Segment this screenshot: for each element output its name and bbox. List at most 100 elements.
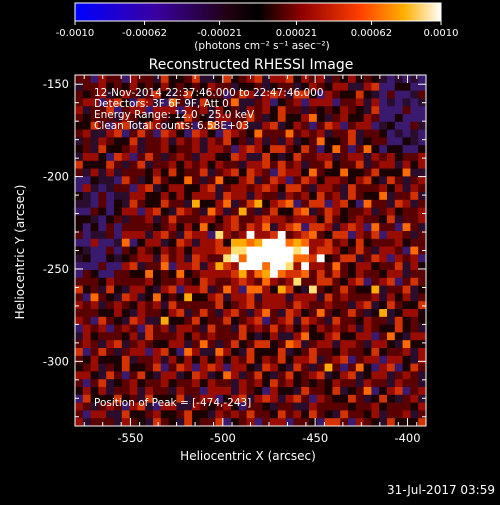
heatmap-cell	[270, 262, 279, 271]
heatmap-cell	[176, 129, 185, 138]
heatmap-cell	[363, 254, 372, 263]
heatmap-cell	[114, 270, 123, 279]
heatmap-cell	[379, 270, 388, 279]
heatmap-cell	[223, 402, 232, 411]
heatmap-cell	[270, 277, 279, 286]
heatmap-cell	[106, 184, 115, 193]
heatmap-cell	[394, 106, 403, 115]
heatmap-cell	[418, 316, 426, 325]
heatmap-cell	[75, 418, 84, 426]
heatmap-cell	[426, 83, 434, 91]
heatmap-cell	[316, 324, 325, 333]
heatmap-cell	[332, 98, 341, 107]
heatmap-cell	[106, 262, 115, 271]
heatmap-cell	[309, 223, 318, 232]
timestamp: 31-Jul-2017 03:59	[387, 483, 495, 497]
heatmap-cell	[75, 145, 84, 154]
heatmap-cell	[286, 426, 294, 434]
heatmap-cell	[285, 394, 294, 403]
heatmap-cell	[176, 332, 185, 341]
heatmap-cell	[75, 301, 84, 310]
heatmap-cell	[293, 168, 302, 177]
y-tick-label: -250	[43, 262, 69, 276]
heatmap-cell	[199, 316, 208, 325]
heatmap-cell	[145, 153, 154, 162]
heatmap-cell	[316, 153, 325, 162]
colorbar-tick-label: -0.00062	[122, 28, 167, 39]
heatmap-cell	[223, 129, 232, 138]
heatmap-cell	[371, 301, 380, 310]
heatmap-cell	[153, 293, 162, 302]
x-tick-label: -500	[210, 431, 236, 445]
heatmap-cell	[418, 262, 426, 271]
heatmap-cell	[114, 184, 123, 193]
heatmap-cell	[184, 379, 193, 388]
heatmap-cell	[231, 199, 240, 208]
heatmap-cell	[199, 301, 208, 310]
heatmap-cell	[153, 82, 162, 91]
heatmap-cell	[75, 98, 84, 107]
heatmap-cell	[114, 129, 123, 138]
heatmap-cell	[316, 363, 325, 372]
heatmap-cell	[332, 199, 341, 208]
heatmap-cell	[387, 355, 396, 364]
heatmap-cell	[184, 223, 193, 232]
heatmap-cell	[387, 98, 396, 107]
heatmap-cell	[231, 121, 240, 130]
heatmap-cell	[137, 246, 146, 255]
heatmap-cell	[426, 317, 434, 325]
heatmap-cell	[293, 137, 302, 146]
heatmap-cell	[293, 106, 302, 115]
heatmap-cell	[301, 184, 310, 193]
heatmap-cell	[231, 254, 240, 263]
heatmap-cell	[160, 192, 169, 201]
heatmap-cell	[402, 168, 411, 177]
heatmap-cell	[285, 309, 294, 318]
heatmap-cell	[277, 114, 286, 123]
heatmap-cell	[379, 199, 388, 208]
heatmap-cell	[394, 270, 403, 279]
heatmap-cell	[394, 176, 403, 185]
heatmap-cell	[371, 363, 380, 372]
heatmap-cell	[207, 121, 216, 130]
colorbar-tick-label: 0.00062	[351, 28, 392, 39]
heatmap-cell	[387, 316, 396, 325]
heatmap-cell	[114, 277, 123, 286]
heatmap-cell	[168, 215, 177, 224]
heatmap-cell	[90, 387, 99, 396]
heatmap-cell	[199, 387, 208, 396]
heatmap-cell	[410, 355, 419, 364]
heatmap-cell	[153, 340, 162, 349]
heatmap-cell	[285, 207, 294, 216]
heatmap-cell	[160, 176, 169, 185]
heatmap-cell	[277, 410, 286, 419]
heatmap-cell	[270, 215, 279, 224]
heatmap-cell	[254, 340, 263, 349]
heatmap-cell	[418, 106, 426, 115]
heatmap-cell	[160, 199, 169, 208]
heatmap-cell	[215, 262, 224, 271]
heatmap-cell	[215, 75, 224, 84]
heatmap-cell	[301, 309, 310, 318]
heatmap-cell	[394, 355, 403, 364]
heatmap-cell	[207, 379, 216, 388]
heatmap-cell	[192, 348, 201, 357]
heatmap-cell	[129, 160, 138, 169]
heatmap-cell	[199, 153, 208, 162]
heatmap-cell	[231, 82, 240, 91]
heatmap-cell	[168, 192, 177, 201]
heatmap-cell	[426, 153, 434, 161]
heatmap-cell	[262, 145, 271, 154]
heatmap-cell	[316, 270, 325, 279]
heatmap-cell	[246, 153, 255, 162]
heatmap-cell	[199, 192, 208, 201]
heatmap-cell	[114, 324, 123, 333]
heatmap-cell	[137, 387, 146, 396]
heatmap-cell	[379, 277, 388, 286]
heatmap-cell	[332, 355, 341, 364]
heatmap-cell	[145, 316, 154, 325]
heatmap-cell	[348, 114, 357, 123]
heatmap-cell	[254, 121, 263, 130]
heatmap-cell	[207, 387, 216, 396]
heatmap-cell	[137, 262, 146, 271]
